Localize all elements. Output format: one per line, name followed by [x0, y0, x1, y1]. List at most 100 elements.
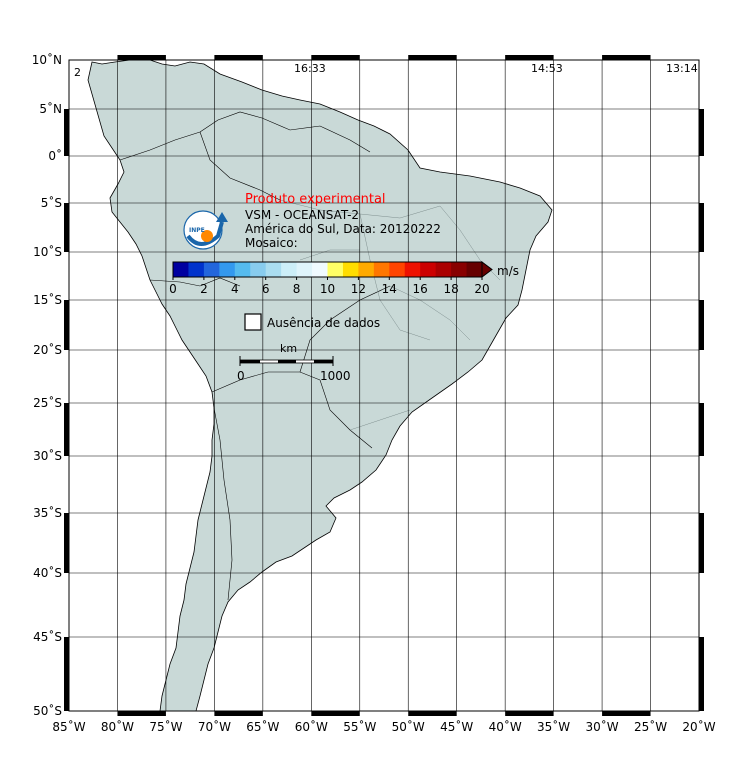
- lat-label: 25˚S: [33, 395, 62, 410]
- frame-segment: [311, 711, 360, 716]
- lon-label: 35˚W: [537, 719, 570, 734]
- scale-bar: [239, 356, 334, 366]
- lon-label: 80˚W: [101, 719, 134, 734]
- lat-label: 0˚: [48, 148, 62, 163]
- frame-segment: [699, 109, 704, 156]
- frame-segment: [408, 55, 457, 60]
- lon-label: 60˚W: [295, 719, 328, 734]
- lat-label: 30˚S: [33, 448, 62, 463]
- frame-segment: [699, 637, 704, 711]
- colorbar-cell: [435, 262, 452, 277]
- frame-segment: [117, 711, 166, 716]
- colorbar-cell: [219, 262, 236, 277]
- colorbar-tick-label: 14: [382, 282, 397, 296]
- lon-label: 55˚W: [343, 719, 376, 734]
- colorbar-cell: [373, 262, 390, 277]
- corner-label: 2: [74, 66, 81, 79]
- colorbar-cell: [389, 262, 406, 277]
- colorbar-cell: [203, 262, 220, 277]
- frame-segment: [64, 300, 69, 350]
- experimental-label: Produto experimental: [245, 192, 386, 207]
- colorbar-cell: [451, 262, 468, 277]
- lat-label: 5˚S: [41, 195, 62, 210]
- frame-segment: [699, 203, 704, 252]
- frame-segment: [505, 55, 554, 60]
- colorbar-cell: [312, 262, 328, 277]
- colorbar-cell: [296, 262, 313, 277]
- orbit-time-2: 14:53: [531, 62, 563, 75]
- lat-label: 5˚N: [39, 101, 62, 116]
- colorbar-cell: [281, 262, 298, 277]
- logo-text: INPE: [189, 227, 205, 234]
- colorbar-unit: m/s: [497, 264, 519, 278]
- frame-segment: [699, 403, 704, 456]
- lat-label: 35˚S: [33, 505, 62, 520]
- lat-label: 15˚S: [33, 292, 62, 307]
- frame-segment: [699, 300, 704, 350]
- inpe-logo: INPE: [183, 210, 228, 250]
- colorbar-tick-label: 20: [474, 282, 489, 296]
- lon-label: 50˚W: [392, 719, 425, 734]
- frame-segment: [117, 55, 166, 60]
- colorbar-cell: [327, 262, 344, 277]
- map-frame: [68, 59, 700, 712]
- colorbar-tick-label: 4: [231, 282, 239, 296]
- lon-label: 85˚W: [52, 719, 85, 734]
- colorbar-cell: [173, 262, 189, 277]
- colorbar-tick-label: 16: [413, 282, 428, 296]
- colorbar-cell: [342, 262, 359, 277]
- lat-label: 40˚S: [33, 565, 62, 580]
- colorbar-cell: [265, 262, 282, 277]
- colorbar-cell: [250, 262, 267, 277]
- colorbar-tick-label: 12: [351, 282, 366, 296]
- frame-segment: [64, 637, 69, 711]
- lon-label: 45˚W: [440, 719, 473, 734]
- colorbar-cell: [188, 262, 205, 277]
- colorbar-cell: [420, 262, 437, 277]
- colorbar-arrow: [481, 261, 493, 278]
- colorbar-cell: [358, 262, 375, 277]
- colorbar-cell: [404, 262, 421, 277]
- orbit-time-3: 13:14: [666, 62, 698, 75]
- lon-label: 40˚W: [489, 719, 522, 734]
- frame-segment: [505, 711, 554, 716]
- lon-label: 75˚W: [149, 719, 182, 734]
- lat-label: 10˚N: [32, 52, 62, 67]
- frame-segment: [64, 203, 69, 252]
- region-date-label: América do Sul, Data: 20120222: [245, 222, 441, 236]
- lon-label: 25˚W: [634, 719, 667, 734]
- frame-segment: [64, 109, 69, 156]
- frame-segment: [408, 711, 457, 716]
- frame-segment: [602, 55, 651, 60]
- frame-segment: [214, 711, 263, 716]
- mosaic-label: Mosaico:: [245, 236, 298, 250]
- country-borders: [119, 111, 391, 601]
- no-data-swatch: [244, 313, 262, 331]
- frame-segment: [311, 55, 360, 60]
- scalebar-start: 0: [237, 369, 245, 383]
- frame-segment: [602, 711, 651, 716]
- orbit-time-1: 16:33: [294, 62, 326, 75]
- lat-label: 10˚S: [33, 244, 62, 259]
- sensor-label: VSM - OCEANSAT-2: [245, 208, 359, 222]
- lat-label: 20˚S: [33, 342, 62, 357]
- scalebar-end: 1000: [320, 369, 351, 383]
- no-data-label: Ausência de dados: [267, 316, 380, 330]
- colorbar-tick-label: 6: [262, 282, 270, 296]
- lat-label: 50˚S: [33, 703, 62, 718]
- colorbar-tick-label: 8: [293, 282, 301, 296]
- frame-segment: [64, 403, 69, 456]
- lon-label: 20˚W: [682, 719, 715, 734]
- scalebar-unit: km: [280, 342, 297, 355]
- colorbar-tick-label: 10: [320, 282, 335, 296]
- lat-label: 45˚S: [33, 629, 62, 644]
- frame-segment: [699, 513, 704, 573]
- colorbar-tick-label: 0: [169, 282, 177, 296]
- colorbar-tick-label: 2: [200, 282, 208, 296]
- colorbar-cell: [466, 262, 483, 277]
- lon-label: 70˚W: [198, 719, 231, 734]
- lon-label: 65˚W: [246, 719, 279, 734]
- lon-label: 30˚W: [586, 719, 619, 734]
- frame-segment: [214, 55, 263, 60]
